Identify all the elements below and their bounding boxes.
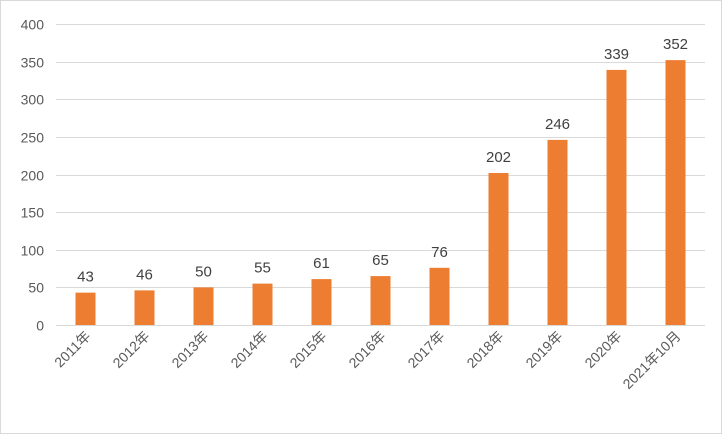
data-label: 339 [604,46,629,63]
data-label: 50 [195,263,212,280]
data-label: 202 [486,149,511,166]
x-tick-label: 2015年 [286,328,329,371]
bar [252,283,273,325]
x-tick-label: 2020年 [581,328,624,371]
data-label: 352 [663,36,688,53]
data-label: 76 [431,244,448,261]
data-label: 55 [254,260,271,277]
x-tick-label: 2013年 [168,328,211,371]
data-label: 61 [313,255,330,272]
bar [665,60,686,326]
data-label: 65 [372,252,389,269]
data-label: 46 [136,266,153,283]
data-label: 43 [77,269,94,286]
y-tick-label: 150 [21,205,45,221]
data-labels: 43 46 50 55 61 65 76 202 246 339 352 [77,36,688,286]
x-tick-label: 2021年10月 [619,328,683,392]
bars [75,60,686,326]
y-tick-label: 50 [28,280,44,296]
bar [429,267,450,325]
x-tick-label: 2019年 [522,328,565,371]
y-axis-ticks: 0 50 100 150 200 250 300 350 400 [21,17,45,334]
y-tick-label: 0 [36,318,44,334]
data-label: 246 [545,116,570,133]
y-tick-label: 300 [21,92,45,108]
x-tick-label: 2016年 [345,328,388,371]
bar [134,290,155,325]
y-tick-label: 200 [21,168,45,184]
bar [75,292,96,325]
x-axis-ticks: 2011年 2012年 2013年 2014年 2015年 2016年 2017年 2018年… [51,328,684,392]
bar [311,279,332,325]
x-tick-label: 2011年 [51,328,94,371]
y-tick-label: 400 [21,17,45,33]
y-tick-label: 250 [21,130,45,146]
gridlines [56,24,705,326]
x-tick-label: 2018年 [463,328,506,371]
x-tick-label: 2012年 [109,328,152,371]
bar [488,172,509,325]
y-tick-label: 350 [21,55,45,71]
bar [606,69,627,325]
y-tick-label: 100 [21,243,45,259]
bar [547,139,568,325]
bar [370,276,391,325]
x-tick-label: 2017年 [404,328,447,371]
x-tick-label: 2014年 [227,328,270,371]
bar [193,287,214,325]
